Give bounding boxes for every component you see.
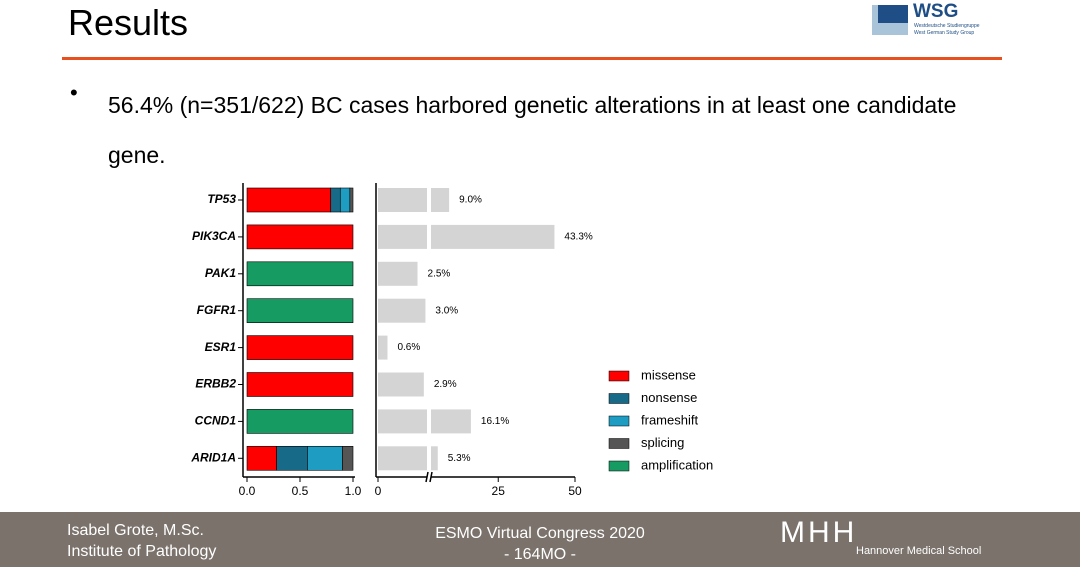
footer-author: Isabel Grote, M.Sc. Institute of Patholo… [67, 520, 216, 562]
logo-mark [878, 5, 908, 23]
x-tick-label: 0.0 [239, 484, 256, 498]
bullet-dot: • [70, 80, 78, 105]
bar-segment [349, 187, 354, 213]
legend-label: frameshift [641, 412, 698, 427]
legend-swatch [608, 393, 630, 404]
category-label: PIK3CA [192, 229, 236, 243]
footer [0, 512, 1080, 567]
bar-segment [246, 372, 354, 397]
legend-swatch [608, 370, 630, 382]
bar [378, 224, 427, 249]
institute: Institute of Pathology [67, 543, 217, 560]
bar-segment [246, 409, 354, 434]
logo-text: West German Study Group [914, 30, 975, 36]
x-tick-label: 1.0 [345, 484, 362, 498]
legend-label: amplification [641, 457, 713, 472]
code: - 164MO - [503, 546, 576, 563]
bar-segment [276, 445, 308, 471]
bar-segment [342, 445, 354, 471]
bar-segment [246, 445, 277, 471]
bar-segment [246, 298, 354, 324]
legend-swatch [608, 438, 630, 449]
bar-segment [330, 187, 341, 213]
bar-segment [307, 445, 343, 471]
bar-segment [339, 187, 351, 213]
footer-logo: MHH [780, 516, 858, 549]
chart: TP53 PIK3CA PAK1 FGFR1 ESR1 ERBB2 CCND1 ARID1A 0… [190, 183, 713, 498]
value-label: 43.3% [564, 232, 592, 243]
value-label: 9.0% [459, 195, 482, 206]
event: ESMO Virtual Congress 2020 [435, 525, 645, 542]
value-label: 3.0% [435, 305, 458, 316]
legend-label: nonsense [641, 390, 697, 405]
bar-segment [246, 224, 354, 250]
value-label: 2.9% [434, 379, 457, 390]
bar [378, 446, 427, 471]
bar [378, 188, 427, 212]
x-tick-label: 0.5 [292, 484, 309, 498]
bar [378, 298, 426, 323]
x-tick-label: 25 [492, 484, 506, 498]
category-label: FGFR1 [197, 303, 237, 317]
bar [378, 261, 418, 286]
bar [431, 446, 438, 471]
x-tick-label: 50 [568, 484, 582, 498]
footer-school: Hannover Medical School [856, 545, 982, 557]
category-label: ARID1A [190, 450, 236, 464]
category-label: PAK1 [205, 266, 236, 280]
bar-segment [246, 187, 332, 213]
legend-swatch [608, 460, 630, 472]
value-label: 2.5% [428, 268, 451, 279]
axis-break [425, 471, 429, 483]
value-label: 0.6% [397, 342, 420, 353]
bar [431, 224, 555, 249]
bar-segment [246, 335, 354, 360]
category-label: TP53 [207, 192, 236, 206]
x-tick-label: 0 [375, 484, 382, 498]
value-label: 16.1% [481, 416, 509, 427]
author: Isabel Grote, M.Sc. [67, 522, 204, 539]
bar-segment [246, 261, 354, 287]
bar [378, 372, 424, 397]
category-label: CCND1 [195, 414, 237, 428]
footer-event: ESMO Virtual Congress 2020 - 164MO - [400, 523, 680, 565]
bar [431, 188, 450, 212]
logo-text: Westdeutsche Studiengruppe [914, 23, 980, 29]
legend-swatch [608, 415, 630, 427]
slide-title: Results [68, 2, 189, 43]
category-label: ERBB2 [195, 377, 236, 391]
value-label: 5.3% [448, 453, 471, 464]
category-label: ESR1 [205, 340, 237, 354]
bar [378, 335, 388, 360]
bar [431, 409, 471, 434]
logo-name: WSG [913, 1, 959, 22]
title-rule [62, 57, 1002, 60]
bar [378, 409, 427, 434]
axis-break [429, 471, 433, 483]
bullet-text: 56.4% (n=351/622) BC cases harbored gene… [108, 92, 957, 168]
legend-label: splicing [641, 435, 684, 450]
legend-label: missense [641, 367, 696, 382]
